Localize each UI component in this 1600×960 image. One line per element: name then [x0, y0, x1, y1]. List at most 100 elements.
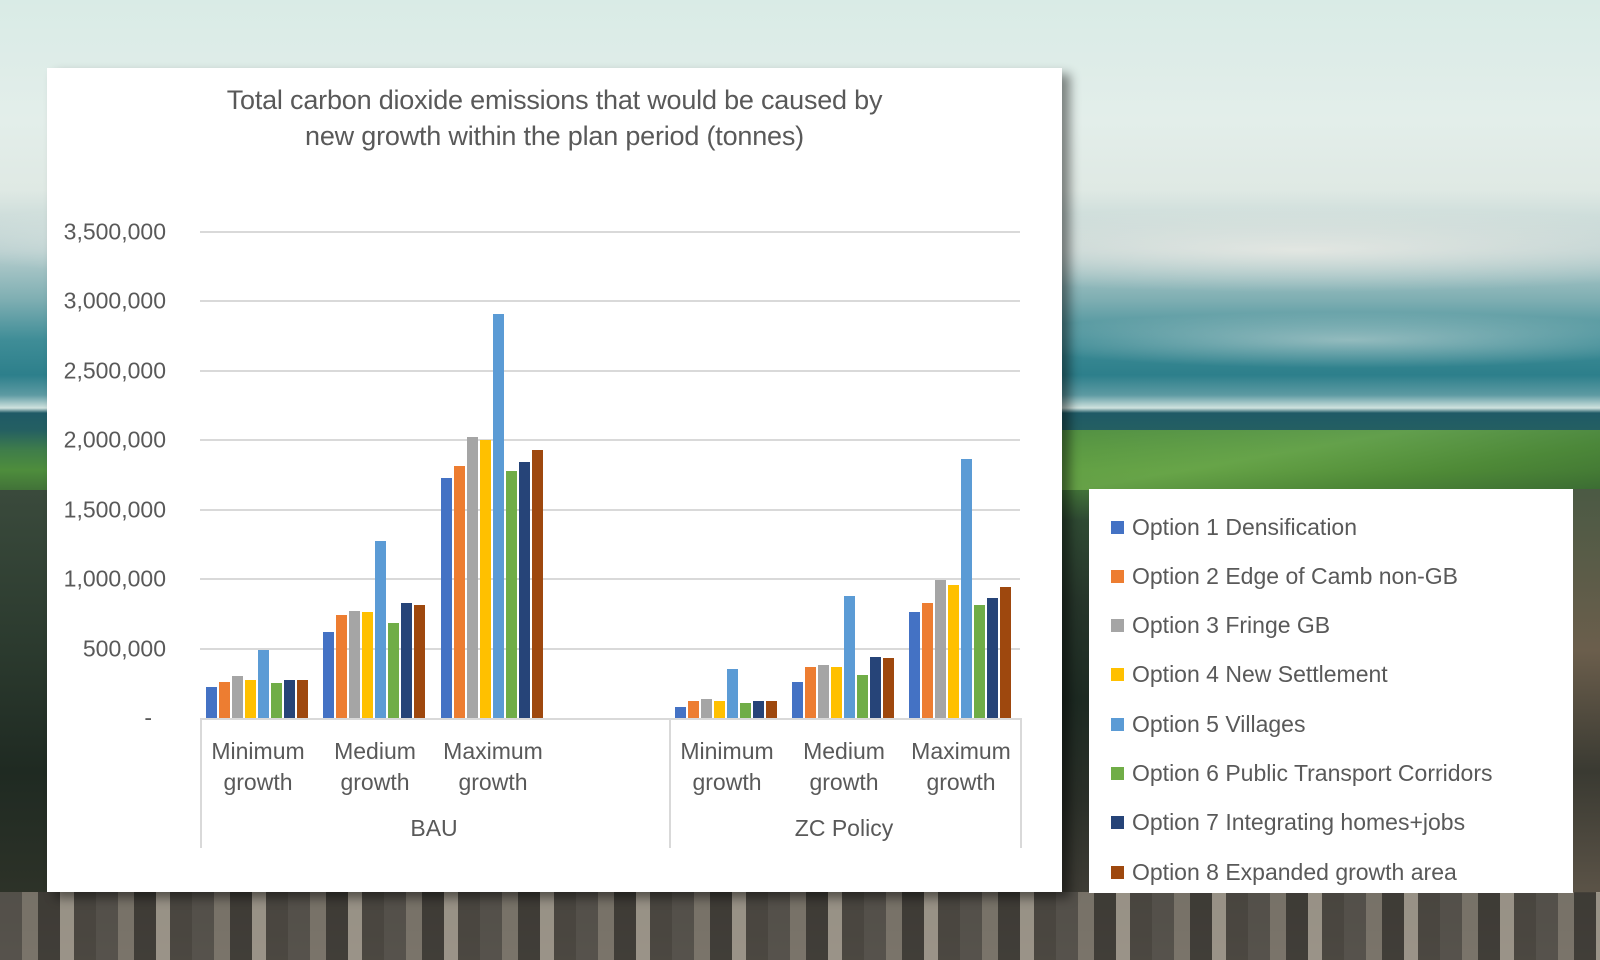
bar[interactable] [922, 602, 933, 718]
bar[interactable] [519, 462, 530, 718]
y-tick-label: 1,000,000 [63, 565, 166, 592]
legend-item[interactable]: Option 8 Expanded growth area [1111, 852, 1457, 892]
bar[interactable] [467, 437, 478, 718]
bar[interactable] [844, 595, 855, 718]
bar[interactable] [271, 683, 282, 718]
category-label-line-2: growth [458, 769, 528, 795]
category-label-line-1: Maximum [443, 738, 543, 764]
gridline [200, 508, 1020, 511]
y-tick-label: 1,500,000 [63, 496, 166, 522]
bar[interactable] [297, 680, 308, 718]
bar[interactable] [935, 580, 946, 718]
category-label-line-2: growth [223, 769, 293, 795]
legend-swatch-icon [1111, 520, 1124, 534]
bar[interactable] [206, 687, 217, 718]
legend-label: Option 2 Edge of Camb non-GB [1132, 562, 1459, 589]
x-axis-divider [200, 718, 202, 848]
bar[interactable] [740, 702, 751, 718]
bar[interactable] [805, 666, 816, 718]
category-label-line-2: growth [926, 769, 996, 795]
background-fields [1062, 430, 1600, 490]
legend-item[interactable]: Option 6 Public Transport Corridors [1111, 754, 1493, 794]
bar[interactable] [961, 459, 972, 718]
bar[interactable] [675, 706, 686, 718]
y-tick-label: 500,000 [82, 635, 166, 661]
group-label-zc-policy: ZC Policy [794, 815, 894, 841]
legend-item[interactable]: Option 5 Villages [1111, 704, 1305, 744]
bar[interactable] [349, 610, 360, 718]
gridline [200, 300, 1020, 302]
y-tick-label: 2,500,000 [63, 357, 166, 383]
gridline [200, 369, 1020, 372]
bar[interactable] [753, 701, 764, 718]
bar[interactable] [870, 656, 881, 718]
bar[interactable] [532, 449, 543, 718]
bar[interactable] [388, 623, 399, 718]
legend-item[interactable]: Option 2 Edge of Camb non-GB [1111, 556, 1458, 596]
bar[interactable] [219, 681, 230, 718]
bar[interactable] [401, 602, 412, 718]
y-tick-label: 3,000,000 [63, 287, 166, 314]
bar[interactable] [336, 615, 347, 718]
x-axis-divider [669, 718, 671, 848]
legend-item[interactable]: Option 1 Densification [1111, 507, 1357, 547]
bar[interactable] [232, 676, 243, 718]
legend-item[interactable]: Option 4 New Settlement [1111, 655, 1388, 695]
x-axis-divider [1020, 718, 1022, 848]
bar[interactable] [375, 541, 386, 718]
legend-swatch-icon [1111, 816, 1124, 830]
category-label-line-1: Medium [803, 738, 885, 764]
y-tick-label: - [144, 704, 152, 731]
bar[interactable] [1000, 587, 1011, 718]
bar[interactable] [688, 701, 699, 718]
bar[interactable] [766, 701, 777, 718]
bar[interactable] [701, 698, 712, 718]
bar[interactable] [362, 612, 373, 718]
background-town [0, 892, 1600, 960]
gridline [200, 230, 1020, 233]
bar[interactable] [727, 669, 738, 718]
bar[interactable] [506, 470, 517, 718]
gridline [200, 439, 1020, 441]
bar[interactable] [245, 680, 256, 718]
bar[interactable] [258, 649, 269, 718]
category-label-line-1: Minimum [211, 738, 305, 764]
background-town-left [0, 490, 47, 892]
bar[interactable] [831, 666, 842, 718]
legend-swatch-icon [1111, 668, 1124, 682]
bar[interactable] [441, 477, 452, 718]
bar[interactable] [974, 605, 985, 718]
chart-legend: Option 1 Densification Option 2 Edge of C… [1089, 489, 1573, 893]
bar[interactable] [987, 598, 998, 718]
bar[interactable] [818, 665, 829, 718]
chart-title-line-1: Total carbon dioxide emissions that woul… [226, 85, 883, 115]
bar[interactable] [792, 681, 803, 718]
category-label-line-1: Maximum [911, 738, 1011, 764]
category-label-line-2: growth [692, 769, 762, 795]
bar[interactable] [454, 466, 465, 718]
legend-item[interactable]: Option 7 Integrating homes+jobs [1111, 803, 1465, 843]
bar[interactable] [857, 674, 868, 718]
bar[interactable] [883, 658, 894, 718]
bar[interactable] [323, 631, 334, 718]
legend-label: Option 5 Villages [1132, 710, 1306, 737]
legend-label: Option 7 Integrating homes+jobs [1132, 809, 1466, 836]
x-axis-line [200, 718, 1020, 720]
legend-item[interactable]: Option 3 Fringe GB [1111, 606, 1330, 646]
legend-label: Option 6 Public Transport Corridors [1132, 760, 1493, 786]
legend-swatch-icon [1111, 619, 1124, 633]
bar[interactable] [948, 584, 959, 718]
y-tick-label: 2,000,000 [63, 426, 166, 453]
legend-swatch-icon [1111, 865, 1124, 879]
bar[interactable] [284, 680, 295, 718]
category-label-line-1: Minimum [680, 738, 774, 764]
bar[interactable] [480, 440, 491, 718]
bar[interactable] [714, 701, 725, 718]
legend-label: Option 8 Expanded growth area [1132, 858, 1457, 885]
bar[interactable] [909, 612, 920, 718]
category-label-line-1: Medium [334, 738, 416, 764]
category-label-line-2: growth [809, 769, 879, 795]
bar[interactable] [493, 313, 504, 718]
gridline [200, 578, 1020, 580]
bar[interactable] [414, 605, 425, 718]
